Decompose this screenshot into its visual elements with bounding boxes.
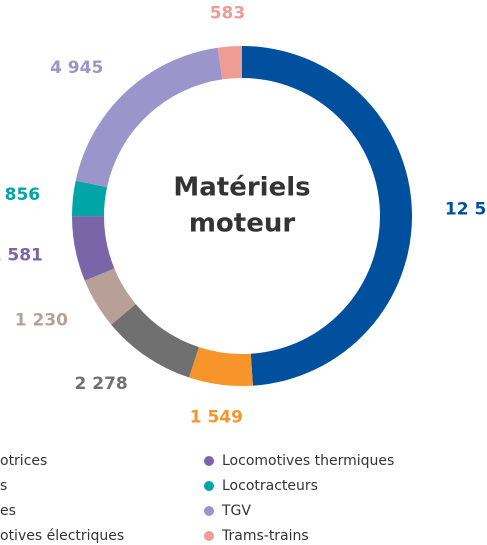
chart-title: Matériels <box>173 173 310 203</box>
legend-label: Locomotives thermiques <box>222 453 394 469</box>
legend-label: otives électriques <box>0 528 124 544</box>
legend-swatch <box>204 531 214 541</box>
legend-swatch <box>204 456 214 466</box>
data-label: 1 549 <box>190 407 243 427</box>
legend-label: s <box>0 478 7 494</box>
chart-title: moteur <box>189 209 296 239</box>
data-label: 1 230 <box>15 311 68 331</box>
legend-swatch <box>204 506 214 516</box>
donut-segment <box>217 46 242 80</box>
donut-segment <box>188 347 253 387</box>
legend-label: Trams-trains <box>221 528 309 544</box>
donut-segment <box>75 47 223 188</box>
legend-label: Locotracteurs <box>222 478 318 494</box>
donut-segment <box>242 46 412 386</box>
donut-segment <box>84 268 136 325</box>
data-label: 2 278 <box>75 374 128 394</box>
data-label: 583 <box>210 4 246 24</box>
data-label: 856 <box>5 185 41 205</box>
legend-label: TGV <box>221 503 251 519</box>
legend-label: otrices <box>0 453 47 469</box>
legend-label: es <box>0 503 16 519</box>
donut-segment <box>111 304 199 378</box>
data-label: 4 945 <box>50 58 103 78</box>
donut-segment <box>72 180 108 217</box>
data-label: 1 581 <box>0 245 43 265</box>
data-label: 12 502 <box>445 200 487 220</box>
legend-swatch <box>204 481 214 491</box>
donut-segment <box>72 216 115 281</box>
